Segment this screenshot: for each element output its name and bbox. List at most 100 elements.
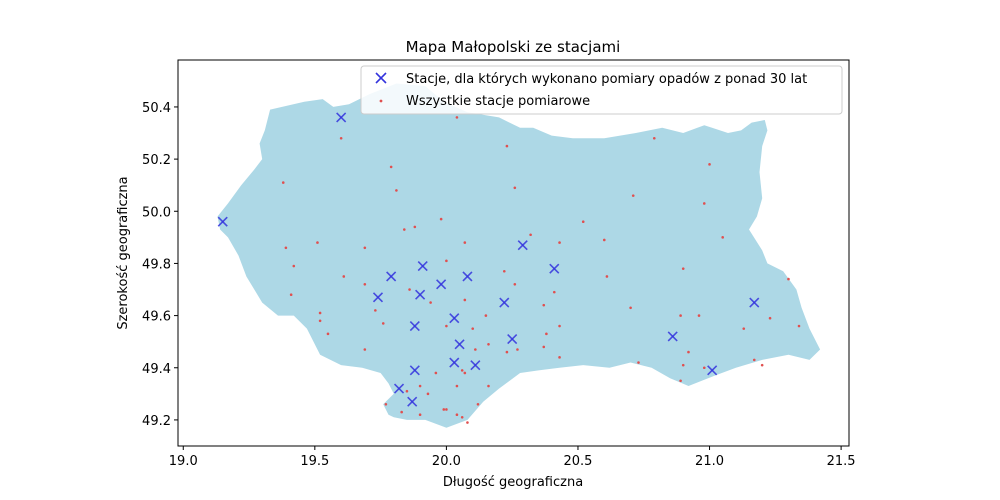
station-dot bbox=[395, 189, 398, 192]
station-dot bbox=[487, 342, 490, 346]
station-dot bbox=[581, 220, 585, 224]
station-cross bbox=[417, 260, 428, 272]
station-dot bbox=[463, 298, 467, 302]
station-dot bbox=[363, 348, 367, 351]
y-tick-label: 49.8 bbox=[142, 257, 171, 272]
malopolska-region bbox=[217, 83, 821, 428]
station-cross bbox=[436, 279, 447, 290]
station-dot bbox=[513, 186, 517, 190]
y-tick-label: 49.6 bbox=[142, 310, 171, 325]
y-tick-label: 50.2 bbox=[142, 153, 171, 168]
station-dot bbox=[445, 259, 448, 263]
y-tick-label: 50.0 bbox=[142, 205, 171, 220]
station-cross bbox=[409, 365, 420, 376]
station-dot bbox=[505, 144, 509, 148]
station-dot bbox=[558, 241, 561, 244]
station-dot bbox=[529, 233, 532, 237]
station-cross bbox=[667, 331, 678, 342]
station-dot bbox=[708, 163, 711, 166]
station-dot bbox=[516, 348, 519, 351]
station-dot bbox=[505, 350, 509, 354]
station-dot bbox=[471, 327, 475, 330]
chart-title: Mapa Małopolski ze stacjami bbox=[406, 38, 621, 56]
station-dot bbox=[445, 408, 448, 411]
station-dot bbox=[455, 384, 459, 388]
y-tick-label: 49.2 bbox=[142, 414, 171, 429]
station-dot bbox=[631, 194, 635, 197]
station-dot bbox=[402, 228, 406, 231]
station-dot bbox=[484, 314, 488, 317]
x-tick-label: 19.0 bbox=[169, 454, 198, 469]
station-dot bbox=[418, 384, 422, 388]
station-dot bbox=[768, 316, 772, 320]
station-cross bbox=[393, 383, 405, 394]
station-dot bbox=[442, 408, 446, 411]
station-cross bbox=[407, 396, 418, 407]
legend-label-long-record: Stacje, dla których wykonano pomiary opa… bbox=[406, 72, 807, 87]
station-dot bbox=[760, 363, 764, 367]
station-dot bbox=[637, 361, 640, 364]
station-dot bbox=[545, 332, 548, 336]
station-dot bbox=[460, 369, 464, 372]
x-tick-label: 21.5 bbox=[827, 454, 856, 469]
station-cross bbox=[454, 339, 465, 350]
station-dot bbox=[681, 363, 685, 367]
station-cross bbox=[470, 360, 481, 371]
station-dot bbox=[476, 402, 480, 406]
x-axis-ticks: 19.0 19.5 20.0 20.5 21.0 21.5 bbox=[169, 446, 856, 469]
station-dot bbox=[602, 238, 606, 242]
station-cross bbox=[372, 292, 384, 303]
station-dot bbox=[316, 241, 319, 244]
station-dot bbox=[426, 392, 430, 396]
station-cross bbox=[386, 271, 397, 282]
station-dot bbox=[363, 282, 367, 286]
x-axis-label: Długość geograficzna bbox=[443, 475, 583, 490]
station-dot bbox=[474, 348, 477, 351]
station-dot bbox=[318, 311, 322, 315]
station-cross bbox=[749, 297, 760, 308]
y-axis-ticks: 49.2 49.4 49.6 49.8 50.0 50.2 50.4 bbox=[142, 101, 178, 429]
station-cross bbox=[449, 357, 460, 368]
station-dot bbox=[679, 314, 682, 317]
station-cross bbox=[517, 240, 528, 251]
x-tick-label: 20.0 bbox=[432, 454, 461, 469]
station-cross bbox=[415, 289, 426, 300]
station-cross bbox=[707, 365, 718, 376]
station-dot bbox=[558, 324, 561, 328]
station-dot bbox=[289, 293, 293, 297]
station-dot bbox=[742, 327, 746, 330]
station-dot bbox=[542, 303, 546, 307]
station-dot bbox=[439, 217, 443, 221]
x-tick-label: 20.5 bbox=[563, 454, 592, 469]
station-dot bbox=[389, 165, 393, 169]
station-dot bbox=[502, 269, 506, 273]
station-dot bbox=[463, 241, 467, 244]
station-dot bbox=[326, 332, 330, 336]
legend-cross-marker bbox=[375, 72, 387, 84]
legend: Stacje, dla których wykonano pomiary opa… bbox=[360, 65, 843, 115]
y-axis-label: Szerokość geograficzna bbox=[116, 176, 131, 329]
station-dot bbox=[787, 277, 790, 281]
station-dot bbox=[381, 322, 385, 325]
station-dot bbox=[721, 236, 724, 239]
station-dot bbox=[752, 358, 756, 362]
station-cross bbox=[336, 112, 347, 123]
station-dot bbox=[292, 264, 296, 268]
station-dot bbox=[284, 246, 288, 250]
station-dot bbox=[558, 356, 561, 359]
station-dot bbox=[342, 275, 346, 278]
station-cross bbox=[217, 216, 228, 227]
station-dot bbox=[629, 306, 632, 310]
station-dot bbox=[429, 301, 432, 304]
station-cross bbox=[462, 271, 473, 282]
station-dot bbox=[455, 116, 459, 119]
axes-frame bbox=[177, 59, 850, 447]
station-dot bbox=[405, 389, 409, 393]
station-dot bbox=[400, 410, 403, 414]
legend-box bbox=[360, 65, 843, 115]
station-dot bbox=[455, 413, 459, 417]
station-dot bbox=[681, 267, 685, 270]
station-cross bbox=[409, 320, 420, 332]
station-dot bbox=[702, 366, 706, 370]
